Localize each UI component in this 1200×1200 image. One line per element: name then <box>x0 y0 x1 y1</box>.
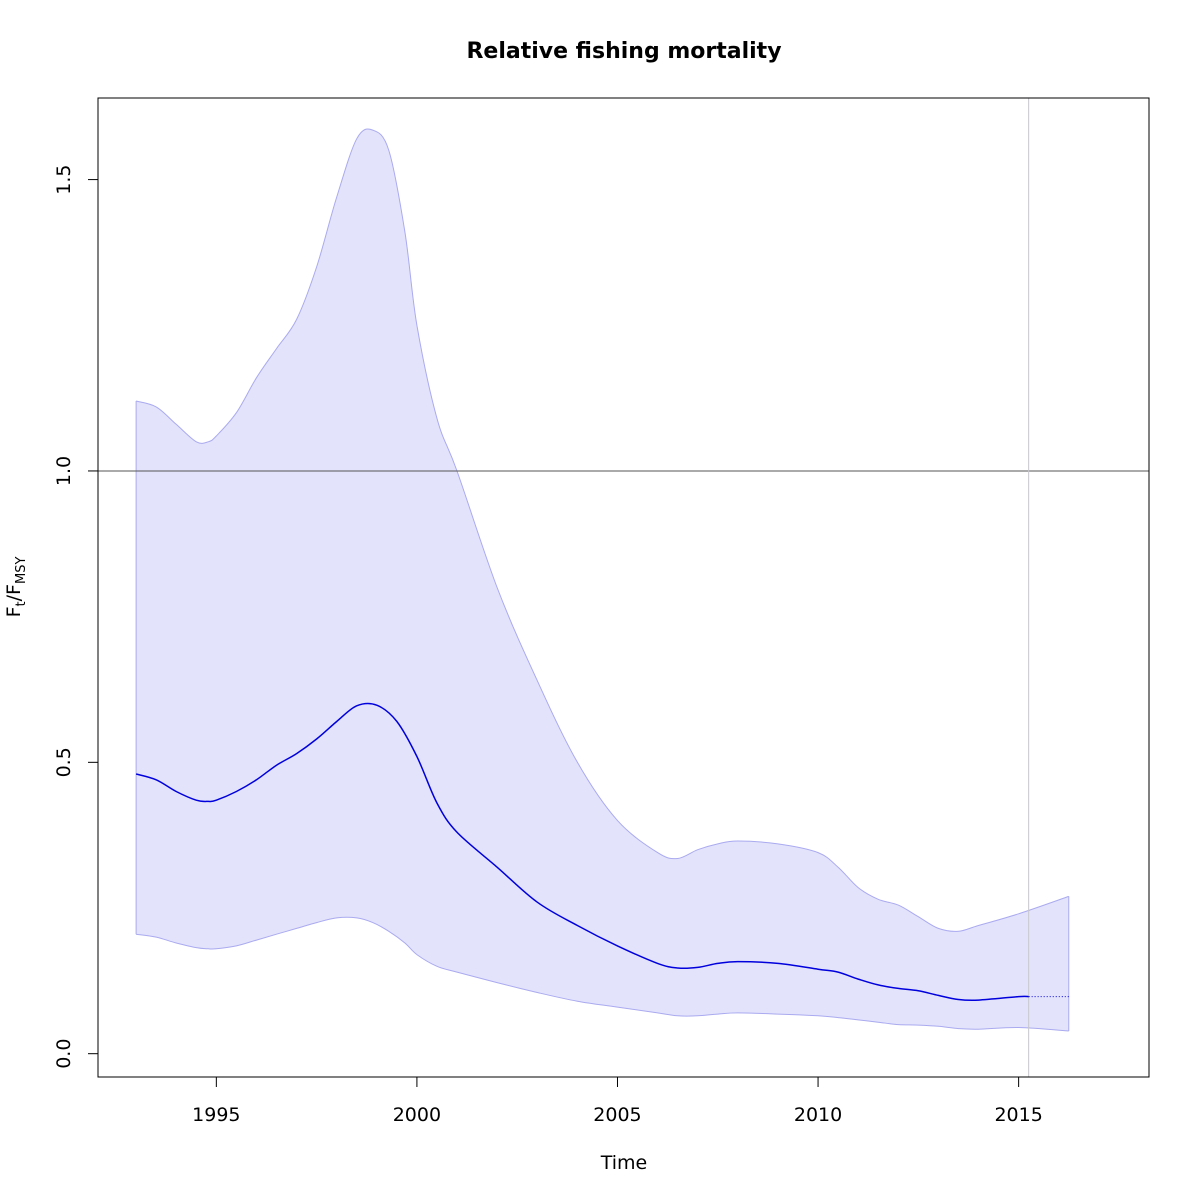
y-axis: 0.0 0.5 1.0 1.5 <box>53 164 99 1069</box>
x-tick-label: 1995 <box>192 1104 240 1126</box>
x-axis-label: Time <box>600 1152 648 1174</box>
y-axis-label: Ft/FMSY <box>3 557 29 618</box>
y-tick-label: 0.0 <box>53 1039 75 1069</box>
y-tick-label: 0.5 <box>53 747 75 777</box>
confidence-band-upper <box>135 128 1069 932</box>
chart-title: Relative fishing mortality <box>466 39 781 64</box>
median-line <box>135 702 1029 1002</box>
x-tick-label: 2005 <box>593 1104 641 1126</box>
y-tick-label: 1.0 <box>53 456 75 486</box>
x-tick-label: 2000 <box>393 1104 441 1126</box>
confidence-band <box>136 128 1069 1031</box>
confidence-band-lower <box>136 916 1069 1032</box>
y-tick-label: 1.5 <box>53 164 75 194</box>
x-tick-label: 2010 <box>794 1104 842 1126</box>
x-axis: 1995 2000 2005 2010 2015 <box>192 1076 1043 1126</box>
x-tick-label: 2015 <box>994 1104 1042 1126</box>
